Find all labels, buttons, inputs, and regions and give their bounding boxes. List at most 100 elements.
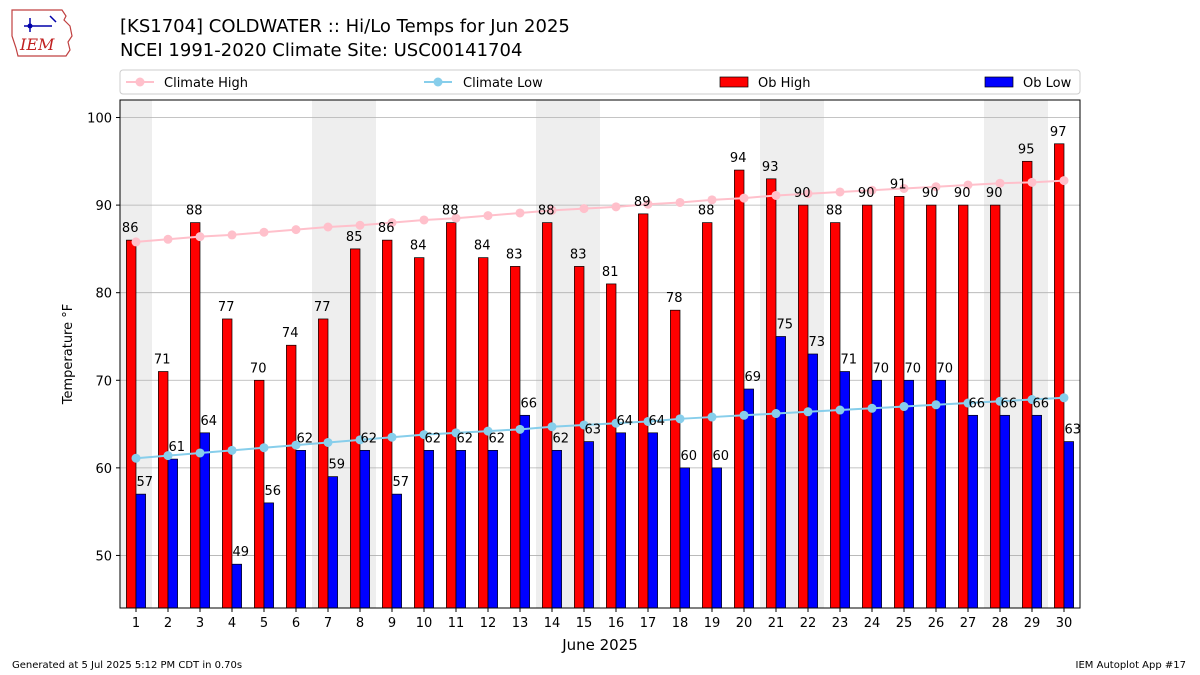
ob-high-bar xyxy=(254,379,265,609)
climate-high-point xyxy=(419,215,429,225)
climate-high-point xyxy=(579,204,589,214)
ob-low-label: 57 xyxy=(137,475,154,490)
ob-low-label: 71 xyxy=(841,353,858,368)
climate-high-point xyxy=(259,227,269,237)
legend-climate-low-marker xyxy=(433,77,443,87)
logo-text: IEM xyxy=(19,35,55,54)
y-axis-label: Temperature °F xyxy=(61,304,76,405)
x-tick-label: 13 xyxy=(512,616,529,631)
x-tick-label: 1 xyxy=(132,616,140,631)
ob-high-label: 84 xyxy=(474,239,491,254)
ob-low-label: 70 xyxy=(905,361,922,376)
x-tick-label: 4 xyxy=(228,616,236,631)
climate-low-point xyxy=(675,414,685,424)
ob-high-label: 90 xyxy=(794,186,811,201)
ob-low-label: 73 xyxy=(809,335,826,350)
chart-title: [KS1704] COLDWATER :: Hi/Lo Temps for Ju… xyxy=(120,16,570,37)
ob-low-bar xyxy=(295,449,306,609)
ob-high-bar xyxy=(286,344,297,609)
x-tick-label: 30 xyxy=(1056,616,1073,631)
ob-low-bar xyxy=(487,449,498,609)
ob-low-bar xyxy=(871,379,882,609)
climate-low-point xyxy=(291,440,301,450)
iem-logo: IEM xyxy=(11,9,73,57)
climate-low-point xyxy=(899,402,909,412)
legend-climate-low-label: Climate Low xyxy=(463,76,543,91)
climate-high-point xyxy=(1027,177,1037,187)
climate-high-point xyxy=(323,222,333,232)
climate-low-point xyxy=(387,432,397,442)
y-tick-label: 50 xyxy=(95,549,112,564)
x-tick-label: 24 xyxy=(864,616,881,631)
climate-high-point xyxy=(451,213,461,223)
ob-high-label: 74 xyxy=(282,326,299,341)
climate-high-point xyxy=(163,234,173,244)
x-tick-label: 22 xyxy=(800,616,817,631)
ob-low-label: 59 xyxy=(329,458,346,473)
ob-high-label: 77 xyxy=(218,300,235,315)
climate-high-point xyxy=(803,189,813,199)
ob-high-label: 86 xyxy=(378,221,395,236)
ob-low-label: 63 xyxy=(1065,423,1082,438)
climate-low-point xyxy=(131,453,141,463)
y-tick-label: 70 xyxy=(95,374,112,389)
ob-high-bar xyxy=(670,309,681,609)
x-tick-label: 10 xyxy=(416,616,433,631)
climate-low-point xyxy=(227,445,237,455)
legend-ob-low-label: Ob Low xyxy=(1023,76,1072,91)
x-tick-label: 26 xyxy=(928,616,945,631)
ob-high-label: 90 xyxy=(954,186,971,201)
ob-high-bar xyxy=(1054,143,1065,609)
x-tick-label: 18 xyxy=(672,616,689,631)
ob-high-bar xyxy=(830,222,841,609)
climate-low-point xyxy=(739,410,749,420)
climate-low-point xyxy=(643,416,653,426)
climate-low-point xyxy=(547,422,557,432)
x-tick-label: 27 xyxy=(960,616,977,631)
legend-ob-high-swatch xyxy=(719,76,749,88)
ob-high-label: 81 xyxy=(602,265,619,280)
ob-high-label: 93 xyxy=(762,160,779,175)
x-tick-label: 9 xyxy=(388,616,396,631)
x-tick-label: 19 xyxy=(704,616,721,631)
x-tick-label: 20 xyxy=(736,616,753,631)
climate-low-point xyxy=(483,426,493,436)
x-tick-label: 23 xyxy=(832,616,849,631)
climate-high-point xyxy=(867,185,877,195)
x-tick-label: 14 xyxy=(544,616,561,631)
ob-low-label: 60 xyxy=(681,449,698,464)
ob-high-bar xyxy=(158,371,169,609)
ob-low-bar xyxy=(999,414,1010,609)
ob-low-label: 66 xyxy=(1033,396,1050,411)
x-tick-label: 12 xyxy=(480,616,497,631)
climate-low-point xyxy=(259,443,269,453)
ob-low-bar xyxy=(391,493,402,609)
climate-low-point xyxy=(1027,395,1037,405)
y-tick-label: 100 xyxy=(87,112,112,127)
climate-low-point xyxy=(163,451,173,461)
climate-low-point xyxy=(419,430,429,440)
data-labels: 86 71 88 77 70 74 77 85 86 84 88 84 83 88 83 81 89 78 88 94… xyxy=(122,125,1081,560)
ob-high-bar xyxy=(798,204,809,609)
ob-high-bar xyxy=(734,169,745,609)
climate-high-point xyxy=(483,211,493,221)
ob-low-bar xyxy=(775,336,786,609)
ob-high-bar xyxy=(318,318,329,609)
ob-high-label: 78 xyxy=(666,291,683,306)
ob-low-bar xyxy=(743,388,754,609)
y-tick-label: 80 xyxy=(95,287,112,302)
ob-low-label: 62 xyxy=(425,431,442,446)
legend-box xyxy=(119,69,1081,95)
ob-low-bar xyxy=(967,414,978,609)
ob-low-bar xyxy=(359,449,370,609)
climate-low-point xyxy=(611,418,621,428)
ob-low-bar xyxy=(711,467,722,609)
ob-low-label: 70 xyxy=(937,361,954,376)
ob-low-label: 75 xyxy=(777,317,794,332)
climate-high-point xyxy=(387,218,397,228)
ob-low-bar xyxy=(615,432,626,609)
legend-climate-high-label: Climate High xyxy=(164,76,248,91)
ob-low-label: 62 xyxy=(553,431,570,446)
ob-high-label: 85 xyxy=(346,230,363,245)
climate-high-point xyxy=(739,193,749,203)
